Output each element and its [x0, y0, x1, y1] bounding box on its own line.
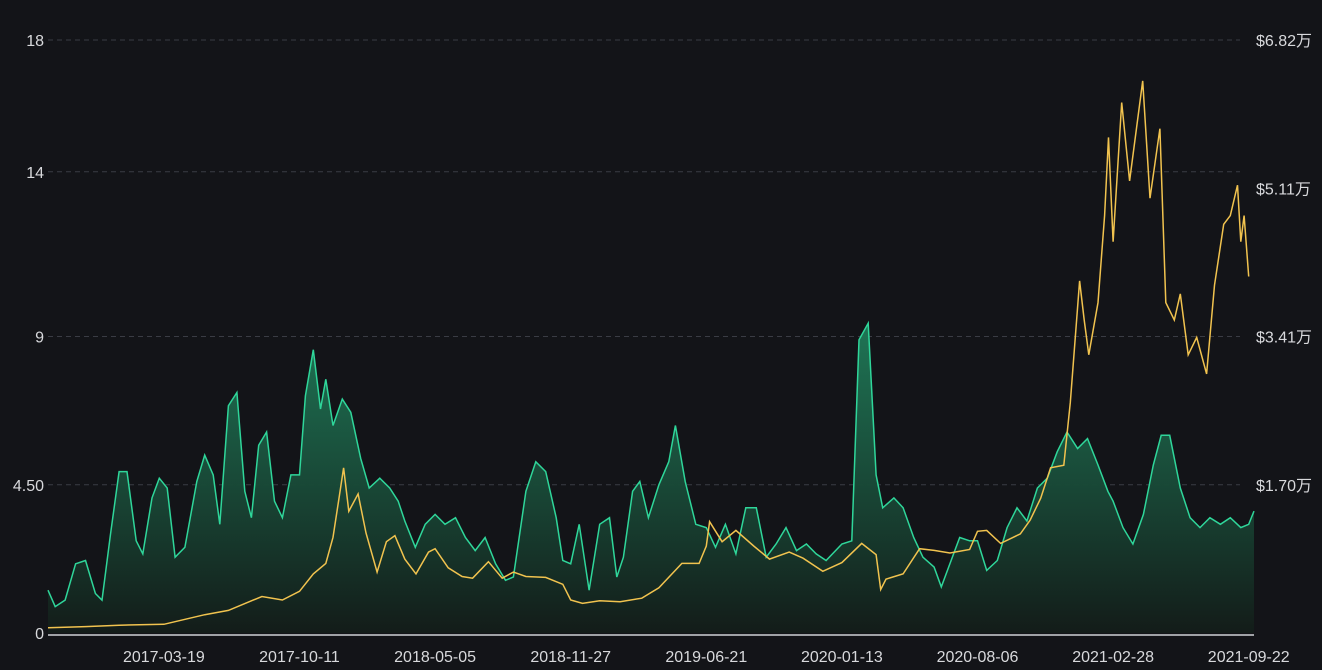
x-axis-tick-label: 2020-08-06 — [937, 649, 1019, 666]
right-axis-tick-label: $5.11万 — [1256, 182, 1311, 199]
left-axis-tick-labels: 0 4.50 9 14 18 — [13, 33, 44, 643]
left-axis-tick-label: 0 — [35, 626, 44, 643]
x-axis-tick-label: 2020-01-13 — [801, 649, 883, 666]
right-axis-tick-labels: $1.70万 $3.41万 $5.11万 $6.82万 — [1256, 33, 1312, 495]
x-axis-tick-label: 2021-02-28 — [1072, 649, 1154, 666]
left-axis-tick-label: 14 — [26, 165, 44, 182]
x-axis-tick-label: 2017-10-11 — [259, 649, 340, 666]
x-axis-tick-label: 2018-11-27 — [530, 649, 611, 666]
right-axis-tick-label: $6.82万 — [1256, 33, 1312, 50]
left-axis-tick-label: 18 — [26, 33, 44, 50]
x-axis-tick-label: 2017-03-19 — [123, 649, 205, 666]
x-axis-tick-labels: 2017-03-19 2017-10-11 2018-05-05 2018-11-27… — [123, 649, 1290, 666]
x-axis-tick-label: 2019-06-21 — [665, 649, 747, 666]
right-axis-tick-label: $1.70万 — [1256, 478, 1312, 495]
x-axis-tick-label: 2021-09-22 — [1208, 649, 1290, 666]
left-axis-tick-label: 9 — [35, 330, 44, 347]
left-axis-tick-label: 4.50 — [13, 478, 44, 495]
x-axis-tick-label: 2018-05-05 — [394, 649, 476, 666]
price-series-line — [47, 80, 1250, 629]
right-axis-tick-label: $3.41万 — [1256, 330, 1312, 347]
volume-series-area — [48, 323, 1254, 633]
